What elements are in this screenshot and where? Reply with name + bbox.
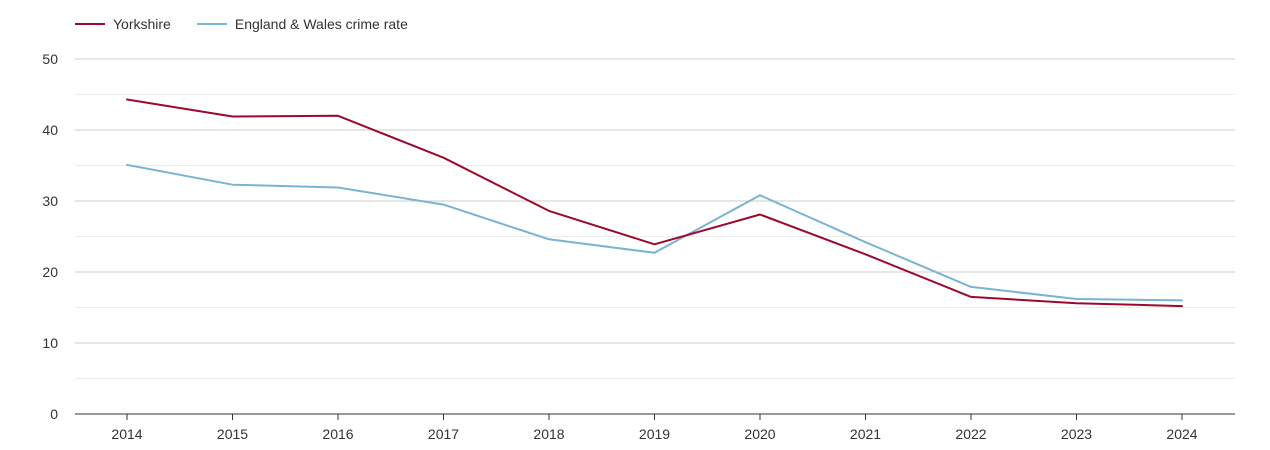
x-tick-label-2018: 2018 [533,426,564,442]
y-axis: 0 10 20 30 40 50 [42,51,58,422]
legend-label-yorkshire: Yorkshire [113,16,171,32]
series-lines [126,98,1183,308]
x-tick-label-2020: 2020 [744,426,775,442]
legend-item-england-wales[interactable]: England & Wales crime rate [196,16,408,32]
legend-label-england-wales: England & Wales crime rate [234,16,408,32]
x-tick-label-2021: 2021 [850,426,881,442]
y-tick-label-10: 10 [42,335,58,351]
y-tick-label-50: 50 [42,51,58,67]
x-tick-label-2017: 2017 [428,426,459,442]
y-tick-label-40: 40 [42,122,58,138]
x-tick-label-2014: 2014 [111,426,142,442]
legend-swatch-england-wales [196,23,227,25]
legend-item-yorkshire[interactable]: Yorkshire [75,16,171,32]
y-tick-label-20: 20 [42,264,58,280]
legend: Yorkshire England & Wales crime rate [75,16,434,32]
y-tick-label-30: 30 [42,193,58,209]
grid-lines [75,58,1235,379]
x-tick-label-2015: 2015 [217,426,248,442]
x-tick-label-2023: 2023 [1061,426,1092,442]
x-tick-label-2022: 2022 [955,426,986,442]
x-tick-label-2024: 2024 [1166,426,1197,442]
series-line-england-wales-crime-rate [126,163,1183,302]
legend-swatch-yorkshire [75,23,105,25]
series-line-yorkshire [126,98,1183,308]
y-tick-label-0: 0 [50,406,58,422]
x-tick-label-2019: 2019 [639,426,670,442]
x-axis: 2014 2015 2016 2017 2018 2019 2020 2021 2022 2023… [75,413,1235,442]
x-tick-label-2016: 2016 [322,426,353,442]
